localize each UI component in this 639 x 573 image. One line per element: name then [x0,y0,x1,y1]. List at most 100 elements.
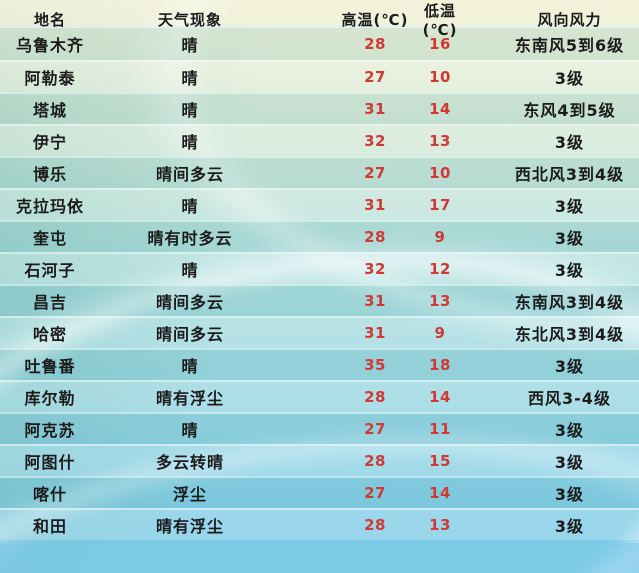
cell-wind: 东南风5到6级 [514,36,625,55]
cell-weather: 晴 [181,36,199,55]
cell-wind: 东南风3到4级 [514,293,625,312]
cell-high-temp: 32 [364,260,386,278]
cell-city: 吐鲁番 [24,357,76,376]
cell-high-temp: 35 [364,356,386,374]
cell-city: 克拉玛依 [15,197,84,216]
cell-low-temp: 12 [429,260,451,278]
cell-high-temp: 32 [364,132,386,150]
cell-city: 乌鲁木齐 [15,36,84,55]
cell-low-temp: 13 [429,132,451,150]
cell-weather: 晴 [181,357,199,376]
cell-city: 库尔勒 [24,389,76,408]
cell-wind: 3级 [554,453,585,472]
cell-high-temp: 28 [364,35,386,53]
cell-wind: 3级 [554,229,585,248]
column-header-wind: 风向风力 [537,11,602,29]
column-header-city: 地名 [33,11,66,29]
table-header-row: 地名 天气现象 高温(℃) 低温(℃) 风向风力 [0,0,639,39]
cell-wind: 3级 [554,357,585,376]
table-row: 奎屯 晴有时多云 28 9 3级 [0,220,639,252]
cell-city: 哈密 [32,325,67,344]
cell-weather: 晴 [181,421,199,440]
column-header-high-temp: 高温(℃) [341,11,409,29]
cell-city: 塔城 [32,101,67,120]
table-row: 和田 晴有浮尘 28 13 3级 [0,508,639,540]
table-row: 阿图什 多云转晴 28 15 3级 [0,444,639,476]
cell-weather: 晴有浮尘 [155,517,224,536]
cell-weather: 晴 [181,261,199,280]
cell-wind: 东风4到5级 [523,101,616,120]
cell-city: 昌吉 [32,293,67,312]
cell-city: 石河子 [24,261,76,280]
cell-wind: 3级 [554,69,585,88]
cell-wind: 3级 [554,197,585,216]
table-row: 伊宁 晴 32 13 3级 [0,124,639,156]
cell-weather: 晴间多云 [155,293,224,312]
table-row: 克拉玛依 晴 31 17 3级 [0,188,639,220]
cell-high-temp: 28 [364,228,386,246]
table-row: 博乐 晴间多云 27 10 西北风3到4级 [0,156,639,188]
cell-low-temp: 18 [429,356,451,374]
cell-wind: 西风3-4级 [528,389,611,408]
cell-wind: 东北风3到4级 [514,325,625,344]
cell-city: 奎屯 [32,229,67,248]
table-row: 库尔勒 晴有浮尘 28 14 西风3-4级 [0,380,639,412]
cell-high-temp: 31 [364,100,386,118]
table-row: 吐鲁番 晴 35 18 3级 [0,348,639,380]
cell-wind: 3级 [554,485,585,504]
cell-low-temp: 11 [429,420,451,438]
cell-high-temp: 27 [364,164,386,182]
cell-low-temp: 10 [429,164,451,182]
cell-high-temp: 28 [364,516,386,534]
cell-city: 和田 [32,517,67,536]
table-row: 石河子 晴 32 12 3级 [0,252,639,284]
table-row: 乌鲁木齐 晴 28 16 东南风5到6级 [0,28,639,60]
cell-city: 阿图什 [24,453,76,472]
cell-wind: 3级 [554,261,585,280]
cell-weather: 多云转晴 [155,453,224,472]
cell-low-temp: 13 [429,292,451,310]
cell-high-temp: 27 [364,420,386,438]
cell-weather: 晴间多云 [155,325,224,344]
table-row: 喀什 浮尘 27 14 3级 [0,476,639,508]
cell-low-temp: 14 [429,484,451,502]
cell-low-temp: 9 [434,228,446,246]
cell-high-temp: 28 [364,388,386,406]
cell-wind: 3级 [554,133,585,152]
cell-low-temp: 9 [434,324,446,342]
cell-weather: 晴 [181,101,199,120]
cell-high-temp: 31 [364,324,386,342]
cell-low-temp: 16 [429,35,451,53]
cell-weather: 晴 [181,197,199,216]
cell-low-temp: 10 [429,68,451,86]
cell-weather: 晴有时多云 [147,229,233,248]
cell-weather: 浮尘 [172,485,207,504]
table-row: 阿勒泰 晴 27 10 3级 [0,60,639,92]
cell-city: 阿勒泰 [24,69,76,88]
table-row: 塔城 晴 31 14 东风4到5级 [0,92,639,124]
cell-wind: 3级 [554,421,585,440]
cell-weather: 晴 [181,69,199,88]
table-row: 阿克苏 晴 27 11 3级 [0,412,639,444]
cell-city: 喀什 [32,485,67,504]
cell-high-temp: 27 [364,484,386,502]
cell-high-temp: 31 [364,292,386,310]
column-header-weather: 天气现象 [157,11,222,29]
cell-city: 阿克苏 [24,421,76,440]
cell-low-temp: 17 [429,196,451,214]
column-header-low-temp: 低温(℃) [422,2,458,39]
cell-weather: 晴间多云 [155,165,224,184]
table-row: 昌吉 晴间多云 31 13 东南风3到4级 [0,284,639,316]
cell-city: 博乐 [32,165,67,184]
cell-high-temp: 27 [364,68,386,86]
cell-low-temp: 13 [429,516,451,534]
cell-high-temp: 31 [364,196,386,214]
cell-weather: 晴 [181,133,199,152]
cell-wind: 西北风3到4级 [514,165,625,184]
table-body: 乌鲁木齐晴 28 16 东南风5到6级 阿勒泰晴 27 10 3级 塔城晴 31 14 东风4到5级伊… [0,28,639,540]
cell-wind: 3级 [554,517,585,536]
cell-city: 伊宁 [32,133,67,152]
cell-high-temp: 28 [364,452,386,470]
cell-weather: 晴有浮尘 [155,389,224,408]
